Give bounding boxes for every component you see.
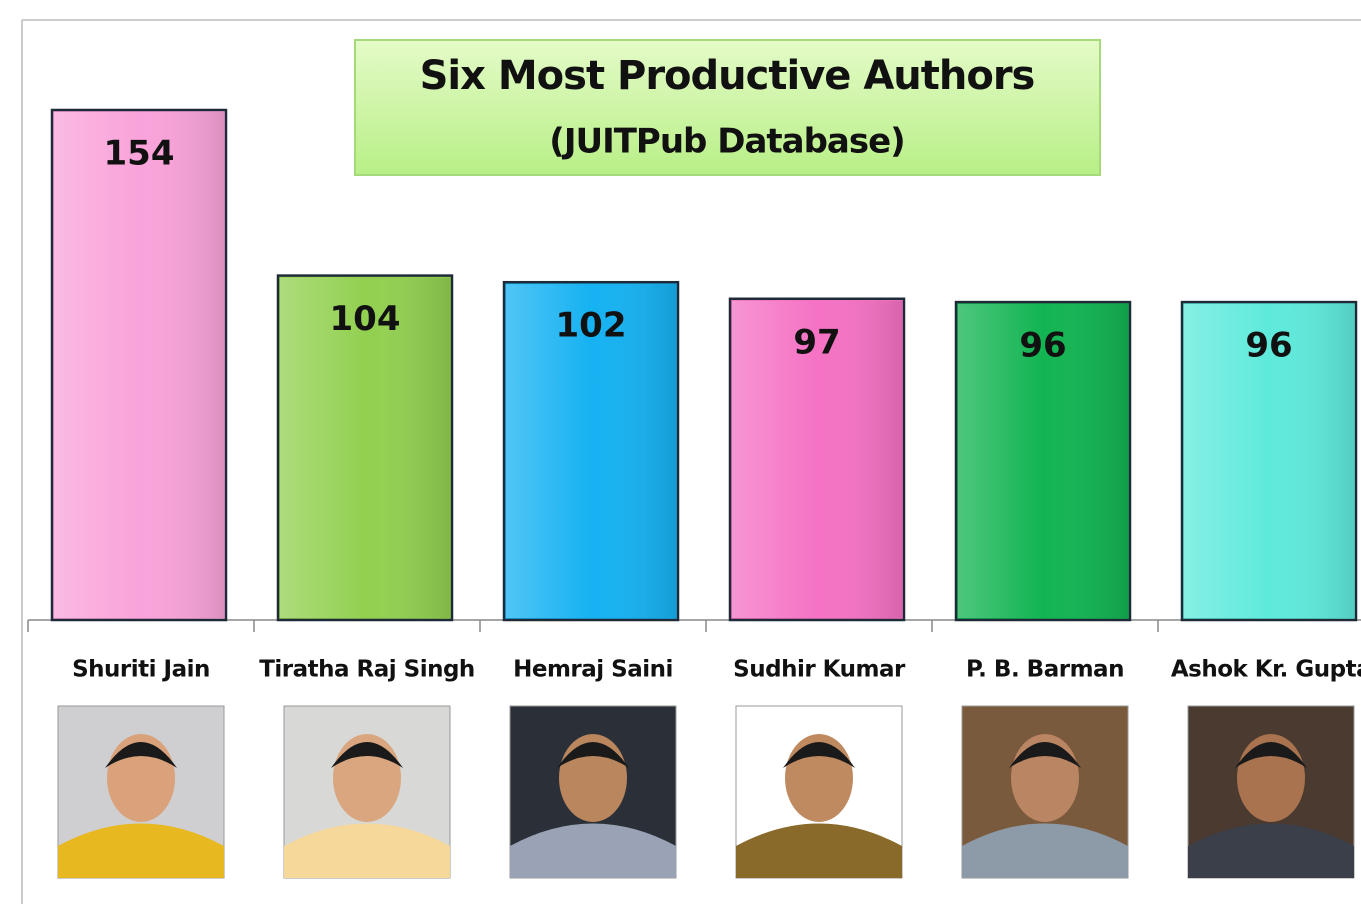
value-label: 96 <box>1245 326 1292 366</box>
value-label: 102 <box>556 306 627 346</box>
x-tick-label: Ashok Kr. Gupta <box>1171 657 1361 683</box>
value-label: 154 <box>104 134 175 174</box>
value-label: 104 <box>330 299 401 339</box>
chart-title: Six Most Productive Authors <box>420 53 1035 99</box>
x-tick-label: Tiratha Raj Singh <box>259 657 475 683</box>
x-tick-label: Sudhir Kumar <box>733 657 906 683</box>
bar-shine <box>54 112 224 618</box>
page: Six Most Productive Authors (JUITPub Dat… <box>0 0 1361 904</box>
chart: Six Most Productive Authors (JUITPub Dat… <box>0 0 1361 904</box>
x-tick-label: P. B. Barman <box>966 657 1124 683</box>
value-label: 96 <box>1019 326 1066 366</box>
x-tick-label: Hemraj Saini <box>513 657 673 683</box>
chart-subtitle: (JUITPub Database) <box>549 122 904 162</box>
value-label: 97 <box>793 322 840 362</box>
x-tick-label: Shuriti Jain <box>72 657 210 683</box>
